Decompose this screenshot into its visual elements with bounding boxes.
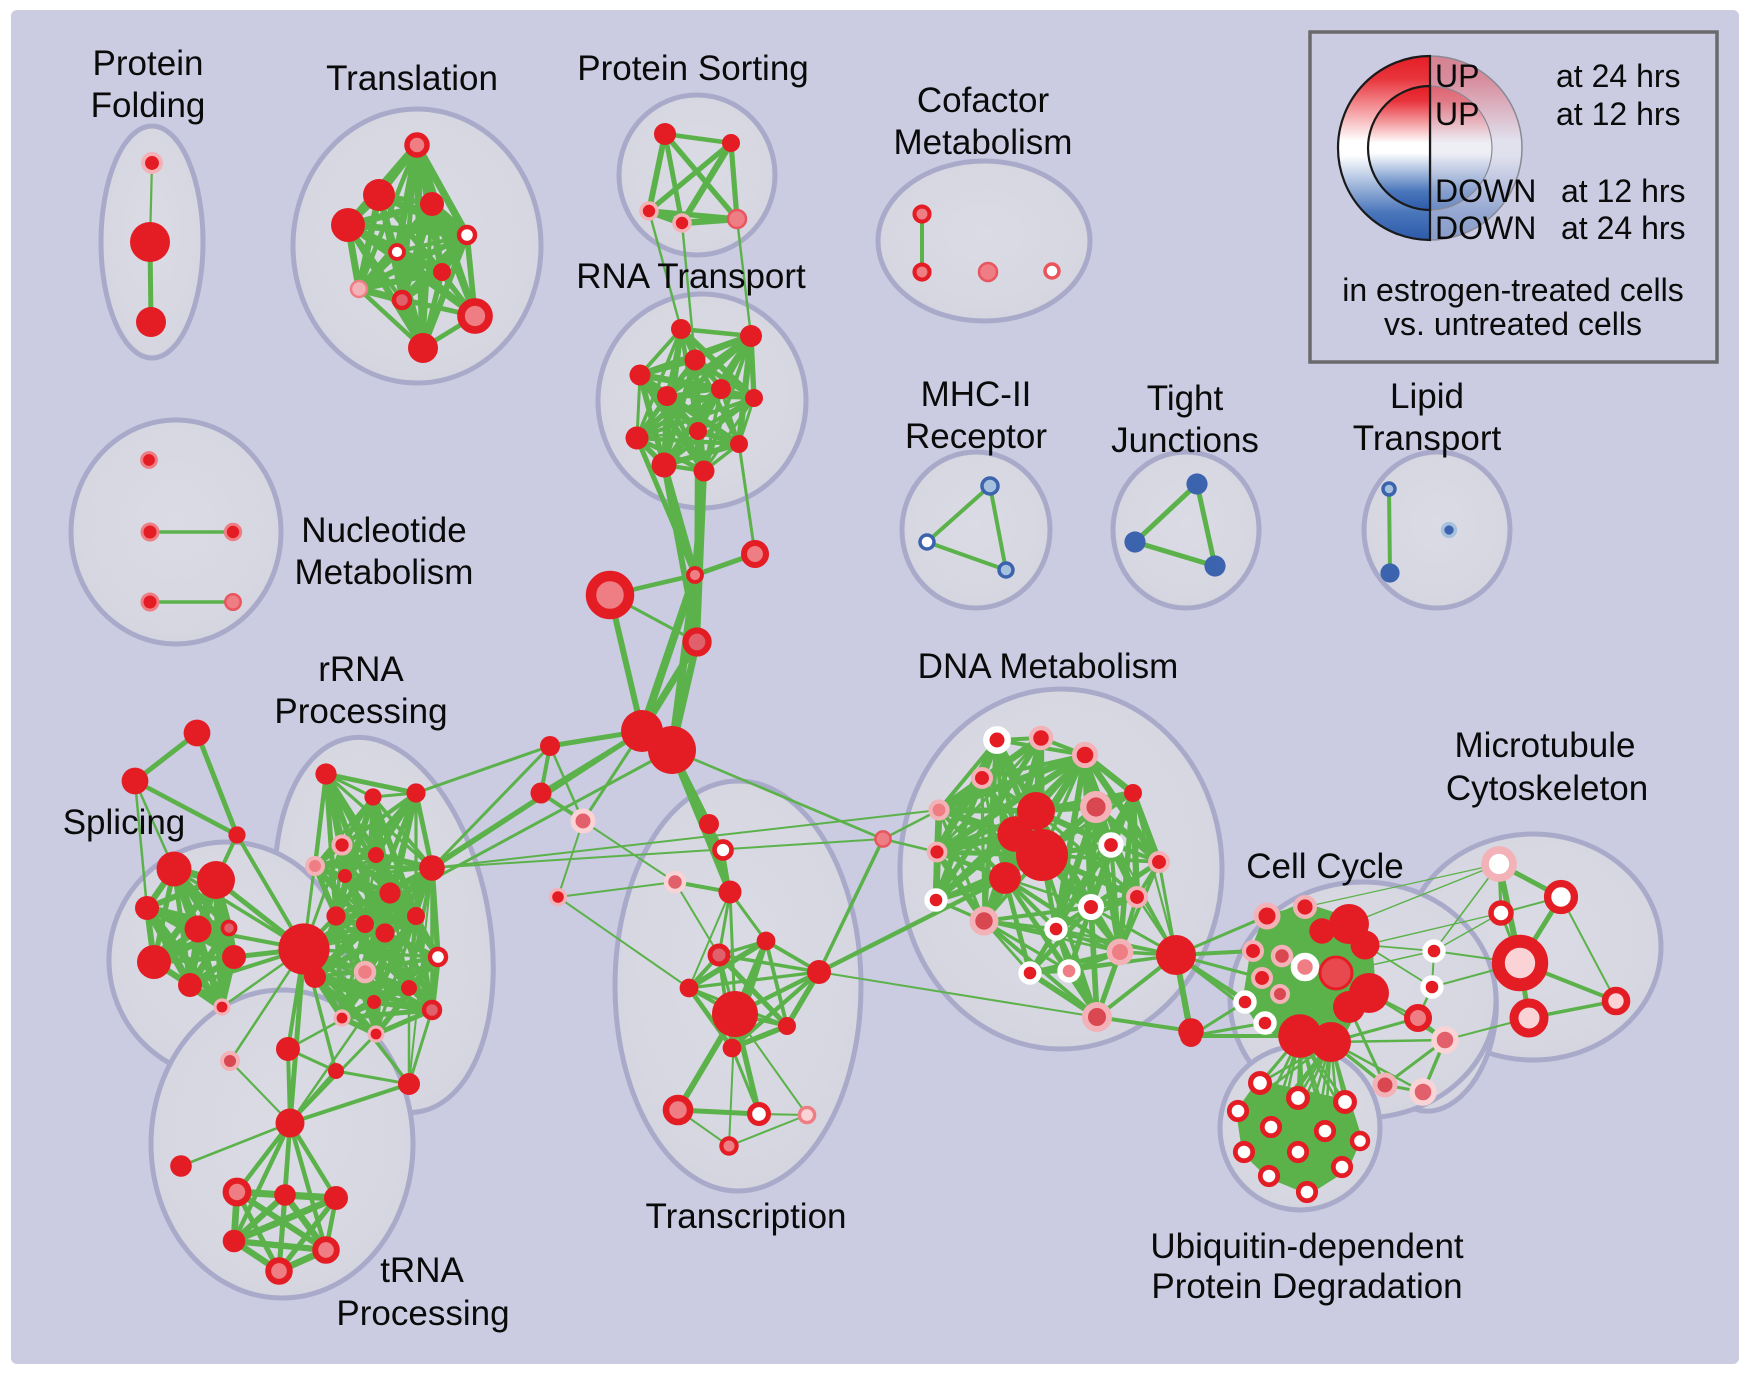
svg-text:Transport: Transport — [1353, 419, 1502, 458]
svg-text:Microtubule: Microtubule — [1455, 726, 1636, 765]
svg-text:Nucleotide: Nucleotide — [301, 511, 466, 550]
svg-text:Lipid: Lipid — [1390, 377, 1464, 416]
svg-text:tRNA: tRNA — [380, 1251, 464, 1290]
svg-text:Processing: Processing — [274, 692, 447, 731]
svg-text:at 24 hrs: at 24 hrs — [1561, 210, 1686, 246]
svg-text:Folding: Folding — [91, 86, 206, 125]
svg-text:Cytoskeleton: Cytoskeleton — [1446, 769, 1648, 808]
svg-text:Junctions: Junctions — [1111, 421, 1259, 460]
svg-text:DOWN: DOWN — [1435, 210, 1536, 246]
svg-text:at 12 hrs: at 12 hrs — [1561, 173, 1686, 209]
svg-text:rRNA: rRNA — [318, 650, 404, 689]
svg-text:at 24 hrs: at 24 hrs — [1556, 58, 1681, 94]
svg-text:Splicing: Splicing — [63, 803, 186, 842]
svg-text:in estrogen-treated cells: in estrogen-treated cells — [1342, 272, 1684, 308]
svg-text:Metabolism: Metabolism — [894, 123, 1073, 162]
svg-text:DOWN: DOWN — [1435, 173, 1536, 209]
svg-text:RNA Transport: RNA Transport — [576, 257, 806, 296]
svg-text:Processing: Processing — [336, 1294, 509, 1333]
svg-text:Protein Sorting: Protein Sorting — [577, 49, 809, 88]
svg-text:Protein: Protein — [93, 44, 204, 83]
svg-text:at 12 hrs: at 12 hrs — [1556, 96, 1681, 132]
svg-text:DNA Metabolism: DNA Metabolism — [918, 647, 1179, 686]
svg-text:vs. untreated cells: vs. untreated cells — [1384, 306, 1642, 342]
svg-text:Metabolism: Metabolism — [295, 553, 474, 592]
svg-text:Cofactor: Cofactor — [917, 81, 1050, 120]
svg-text:Cell Cycle: Cell Cycle — [1246, 847, 1404, 886]
svg-text:Receptor: Receptor — [905, 417, 1047, 456]
svg-text:Protein Degradation: Protein Degradation — [1151, 1267, 1462, 1306]
svg-text:UP: UP — [1435, 58, 1479, 94]
svg-text:Tight: Tight — [1147, 379, 1224, 418]
svg-text:Translation: Translation — [326, 59, 498, 98]
svg-text:UP: UP — [1435, 96, 1479, 132]
svg-text:MHC-II: MHC-II — [921, 375, 1032, 414]
svg-text:Ubiquitin-dependent: Ubiquitin-dependent — [1150, 1227, 1464, 1266]
svg-text:Transcription: Transcription — [646, 1197, 847, 1236]
